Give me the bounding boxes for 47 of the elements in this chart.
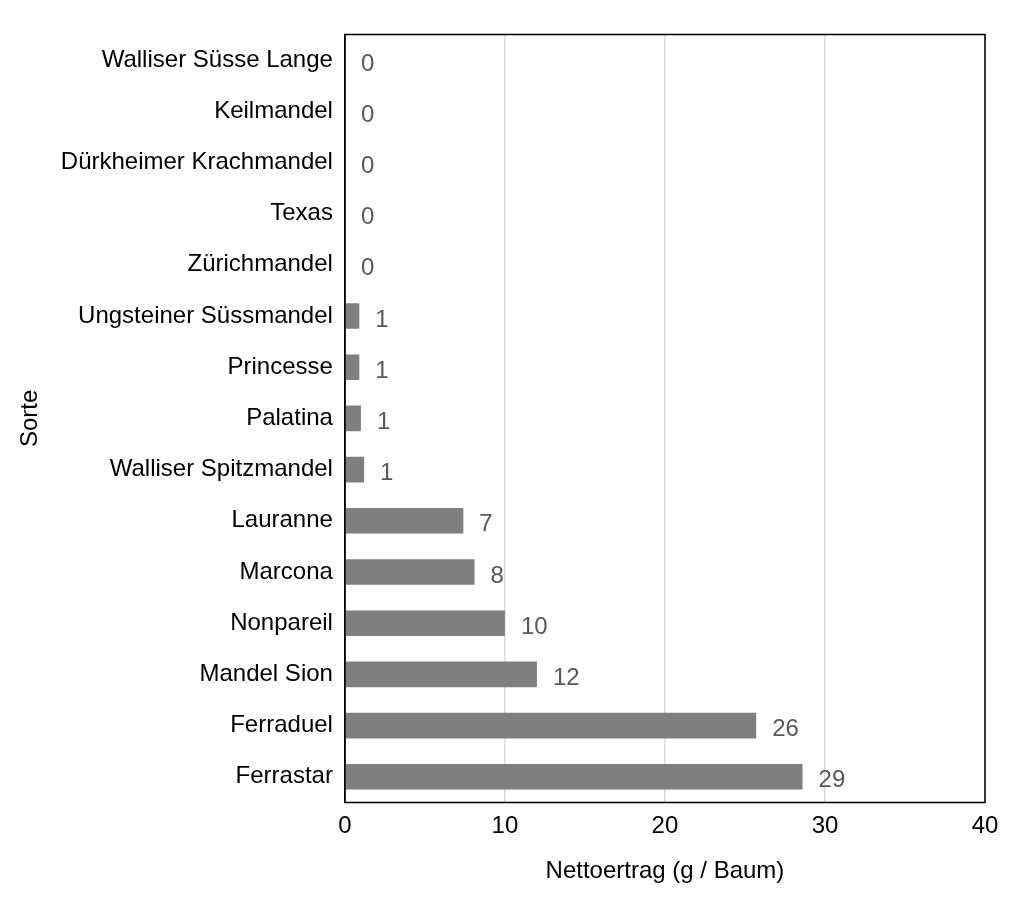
y-tick-label: Texas (270, 198, 333, 226)
y-tick-label: Lauranne (231, 505, 333, 533)
data-label: 1 (375, 355, 389, 383)
bar (345, 661, 537, 688)
y-tick-label: Palatina (246, 403, 334, 431)
x-tick-label: 30 (811, 811, 839, 839)
x-axis-title: Nettoertrag (g / Baum) (545, 856, 785, 884)
y-tick-label: Dürkheimer Krachmandel (60, 147, 333, 175)
bar (345, 764, 803, 790)
x-tick-label: 40 (971, 811, 999, 839)
y-tick-label: Keilmandel (214, 95, 333, 123)
y-tick-label: Walliser Süsse Lange (101, 44, 333, 72)
x-tick-label: 20 (651, 811, 679, 839)
x-tick-label: 10 (491, 811, 519, 839)
data-label: 7 (479, 509, 493, 537)
data-label: 12 (552, 663, 580, 691)
data-label: 0 (360, 202, 375, 230)
data-label: 8 (490, 560, 504, 588)
bar (345, 610, 505, 636)
y-axis-title: Sorte (15, 389, 43, 448)
x-tick-label: 0 (338, 811, 352, 839)
y-tick-label: Ferrastar (235, 761, 333, 789)
y-tick-label: Ungsteiner Süssmandel (78, 300, 333, 328)
y-tick-label: Ferraduel (230, 710, 333, 738)
y-tick-label: Marcona (239, 556, 334, 584)
y-tick-label: Nonpareil (230, 607, 333, 635)
data-label: 0 (360, 99, 375, 127)
bar (345, 559, 475, 585)
data-label: 0 (360, 151, 375, 179)
data-label: 10 (520, 611, 548, 639)
y-tick-label: Mandel Sion (199, 659, 333, 687)
data-label: 1 (380, 458, 394, 486)
data-label: 1 (376, 407, 391, 435)
data-label: 0 (360, 253, 375, 281)
bar (345, 303, 360, 329)
data-label: 29 (818, 765, 846, 793)
bar (345, 405, 361, 432)
bar (345, 456, 365, 483)
y-tick-label: Princesse (227, 351, 333, 379)
data-label: 1 (375, 304, 389, 332)
y-tick-label: Zürichmandel (187, 249, 333, 277)
data-label: 0 (360, 48, 375, 76)
y-tick-label: Walliser Spitzmandel (109, 454, 333, 482)
bar (345, 354, 360, 380)
data-label: 26 (772, 714, 799, 742)
bar (345, 712, 757, 739)
bar (345, 508, 464, 534)
